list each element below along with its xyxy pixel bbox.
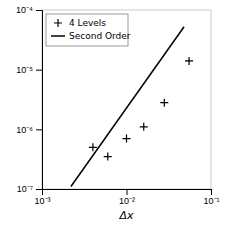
point: [89, 143, 97, 151]
y-tick-mark: [36, 189, 42, 190]
line: [71, 27, 184, 187]
y-tick-mark: [36, 129, 42, 130]
point: [185, 57, 193, 65]
point: [123, 135, 131, 143]
y-tick-label: 10⁻⁷: [17, 184, 33, 194]
y-axis-line: [36, 11, 43, 190]
legend-label: Second Order: [69, 31, 131, 41]
x-tick-mark: [127, 189, 128, 195]
x-tick-label: 10⁻²: [119, 196, 135, 206]
y-tick-mark: [36, 70, 42, 71]
x-axis-line: [43, 190, 212, 196]
y-tick: 10⁻⁷: [17, 184, 42, 194]
plot-frame: [42, 10, 211, 189]
y-tick: 10⁻⁵: [16, 65, 42, 75]
marks: [71, 27, 193, 187]
legend-swatch: [51, 35, 65, 37]
y-tick-label: 10⁻⁴: [16, 5, 33, 15]
x-tick-label: 10⁻³: [34, 196, 50, 206]
x-tick-mark: [211, 189, 212, 195]
x-tick: 10⁻³: [34, 189, 50, 206]
y-tick-label: 10⁻⁵: [16, 65, 33, 75]
plot: 10⁻³ 10⁻² 10⁻¹ 10⁻⁷ 10⁻⁶ 10⁻⁵ 10⁻⁴ 4 Levels Seco…: [16, 5, 219, 206]
x-tick: 10⁻²: [119, 189, 135, 206]
legend-item: Second Order: [51, 31, 131, 41]
point: [140, 123, 148, 131]
x-axis-title: Δx: [118, 209, 134, 222]
legend-box: [46, 14, 128, 46]
y-tick-mark: [36, 10, 42, 11]
y-tick-label: 10⁻⁶: [16, 125, 33, 135]
legend-swatch: [54, 19, 62, 27]
point: [160, 99, 168, 107]
x-tick-label: 10⁻¹: [203, 196, 219, 206]
y-tick: 10⁻⁴: [16, 5, 42, 15]
chart: 10⁻³ 10⁻² 10⁻¹ 10⁻⁷ 10⁻⁶ 10⁻⁵ 10⁻⁴ 4 Levels Seco…: [0, 0, 225, 225]
y-tick: 10⁻⁶: [16, 125, 42, 135]
legend-item: 4 Levels: [54, 18, 106, 28]
legend: 4 Levels Second Order: [46, 14, 131, 46]
x-axis: 10⁻³ 10⁻² 10⁻¹: [34, 189, 219, 206]
x-tick: 10⁻¹: [203, 189, 219, 206]
point: [104, 153, 112, 161]
y-axis: 10⁻⁷ 10⁻⁶ 10⁻⁵ 10⁻⁴: [16, 5, 42, 194]
legend-label: 4 Levels: [69, 18, 106, 28]
